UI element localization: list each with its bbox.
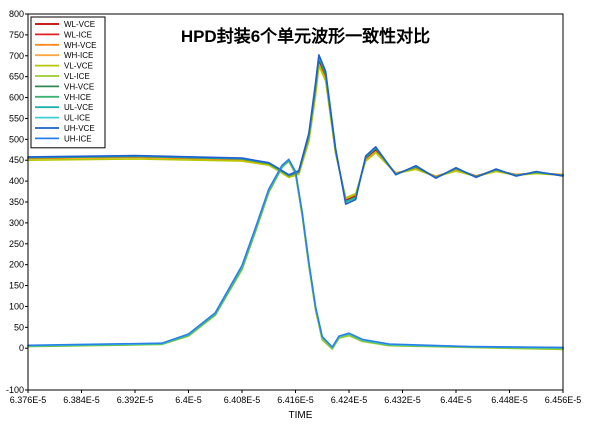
x-tick-label: 6.376E-5 [10,395,47,405]
legend-label: WH-ICE [64,51,93,60]
y-tick-label: 100 [9,301,24,311]
series-line-uh-ice [27,158,564,349]
y-tick-label: -100 [6,385,24,395]
legend-label: VH-VCE [64,82,94,91]
y-tick-label: 450 [9,155,24,165]
legend-label: UL-ICE [64,114,90,123]
legend-label: UH-ICE [64,134,92,143]
y-tick-label: 250 [9,239,24,249]
x-axis: 6.376E-5 6.384E-5 6.392E-5 6.4E-5 6.408E-5 6.… [10,390,582,405]
series-layer [27,54,564,351]
y-tick-label: 500 [9,134,24,144]
y-tick-label: 200 [9,260,24,270]
x-tick-label: 6.408E-5 [224,395,261,405]
x-tick-label: 6.416E-5 [277,395,314,405]
x-tick-label: 6.448E-5 [491,395,528,405]
y-tick-label: 650 [9,72,24,82]
x-tick-label: 6.392E-5 [117,395,154,405]
y-axis: -100 0 50 100 150 200 250 300 350 400 450 500 550 600… [6,9,28,395]
x-tick-label: 6.384E-5 [63,395,100,405]
y-tick-label: 750 [9,30,24,40]
x-axis-title: TIME [289,410,313,421]
y-tick-label: 550 [9,113,24,123]
x-tick-label: 6.432E-5 [384,395,421,405]
y-tick-label: 600 [9,93,24,103]
x-tick-label: 6.456E-5 [545,395,582,405]
legend-label: WL-VCE [64,20,95,29]
legend-label: WH-VCE [64,41,96,50]
legend-label: VL-ICE [64,72,90,81]
y-tick-label: 300 [9,218,24,228]
y-tick-label: 0 [19,343,24,353]
legend-label: UH-VCE [64,124,95,133]
y-tick-label: 150 [9,281,24,291]
series-line-uh-vce [27,54,564,205]
x-tick-label: 6.424E-5 [331,395,368,405]
y-tick-label: 700 [9,51,24,61]
legend-box [30,16,106,149]
y-tick-label: 800 [9,9,24,19]
legend-label: VL-VCE [64,62,93,71]
legend-label: UL-VCE [64,103,93,112]
y-tick-label: 400 [9,176,24,186]
y-tick-label: 350 [9,197,24,207]
x-tick-label: 6.44E-5 [440,395,472,405]
x-tick-label: 6.4E-5 [175,395,202,405]
chart-title: HPD封装6个单元波形一致性对比 [181,26,430,46]
legend-label: WL-ICE [64,30,92,39]
legend-label: VH-ICE [64,93,91,102]
y-tick-label: 50 [14,322,24,332]
